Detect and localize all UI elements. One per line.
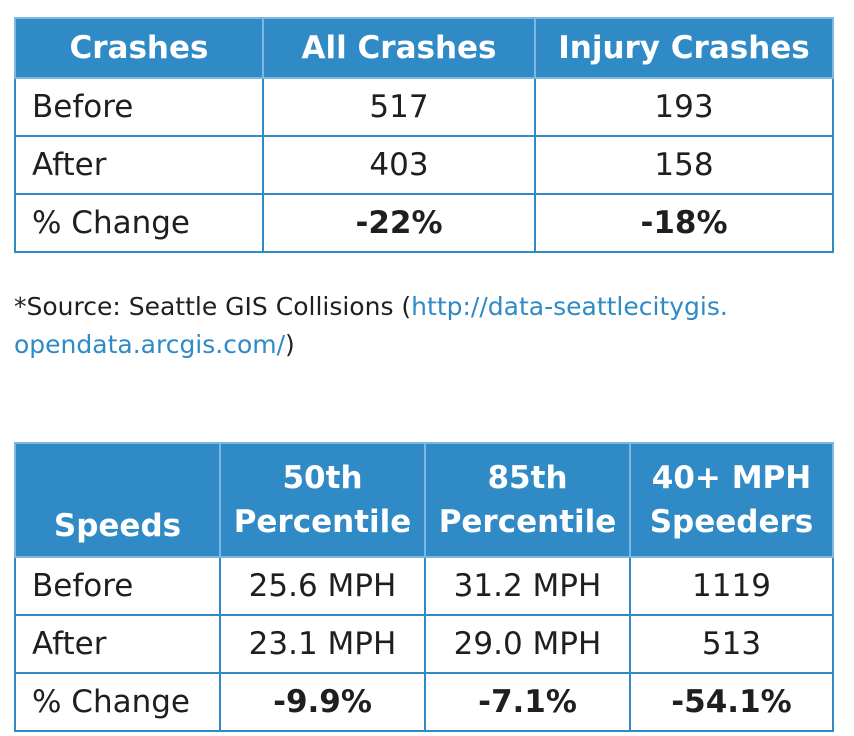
row-label: Before (14, 77, 264, 137)
table-cell: 25.6 MPH (219, 556, 426, 616)
row-label: % Change (14, 672, 221, 732)
source-link-line2[interactable]: opendata.arcgis.com/ (14, 330, 286, 359)
row-label: % Change (14, 193, 264, 253)
speeds-header-cell: Speeds (14, 442, 221, 558)
speeds-table: Speeds 50th Percentile 85th Percentile 40+… (14, 442, 834, 732)
table-cell: -7.1% (424, 672, 631, 732)
header-line2: Percentile (438, 504, 617, 540)
40-mph-speeders-header-cell: 40+ MPH Speeders (629, 442, 834, 558)
source-suffix: ) (285, 330, 295, 359)
table-cell: 193 (534, 77, 834, 137)
table-cell: 23.1 MPH (219, 614, 426, 674)
table-cell: 29.0 MPH (424, 614, 631, 674)
table-cell: 1119 (629, 556, 834, 616)
50th-percentile-header-cell: 50th Percentile (219, 442, 426, 558)
row-label: Before (14, 556, 221, 616)
table-row: Before 517 193 (14, 77, 834, 137)
source-link-line1[interactable]: http://data-seattlecitygis. (411, 292, 728, 321)
speeds-header-row: Speeds 50th Percentile 85th Percentile 40+… (14, 442, 834, 558)
table-cell: -18% (534, 193, 834, 253)
header-line1: 50th (282, 460, 363, 496)
header-line2: Percentile (233, 504, 412, 540)
85th-percentile-header-cell: 85th Percentile (424, 442, 631, 558)
table-row: % Change -22% -18% (14, 193, 834, 253)
table-cell: -9.9% (219, 672, 426, 732)
table-cell: 517 (262, 77, 536, 137)
header-line2: Speeders (649, 504, 814, 540)
table-row: After 403 158 (14, 135, 834, 195)
table-row: % Change -9.9% -7.1% -54.1% (14, 672, 834, 732)
header-line1: 40+ MPH (651, 460, 812, 496)
crashes-table: Crashes All Crashes Injury Crashes Befor… (14, 17, 834, 253)
header-line2: Speeds (53, 508, 182, 544)
row-label: After (14, 135, 264, 195)
table-cell: -54.1% (629, 672, 834, 732)
table-cell: 513 (629, 614, 834, 674)
table-cell: 403 (262, 135, 536, 195)
crashes-header-row: Crashes All Crashes Injury Crashes (14, 17, 834, 79)
source-prefix: *Source: Seattle GIS Collisions ( (14, 292, 412, 321)
row-label: After (14, 614, 221, 674)
all-crashes-header-cell: All Crashes (262, 17, 536, 79)
table-cell: -22% (262, 193, 536, 253)
header-line1: 85th (487, 460, 568, 496)
table-cell: 31.2 MPH (424, 556, 631, 616)
table-row: After 23.1 MPH 29.0 MPH 513 (14, 614, 834, 674)
injury-crashes-header-cell: Injury Crashes (534, 17, 834, 79)
table-cell: 158 (534, 135, 834, 195)
table-row: Before 25.6 MPH 31.2 MPH 1119 (14, 556, 834, 616)
crashes-header-cell: Crashes (14, 17, 264, 79)
source-note: *Source: Seattle GIS Collisions (http://… (14, 288, 814, 364)
